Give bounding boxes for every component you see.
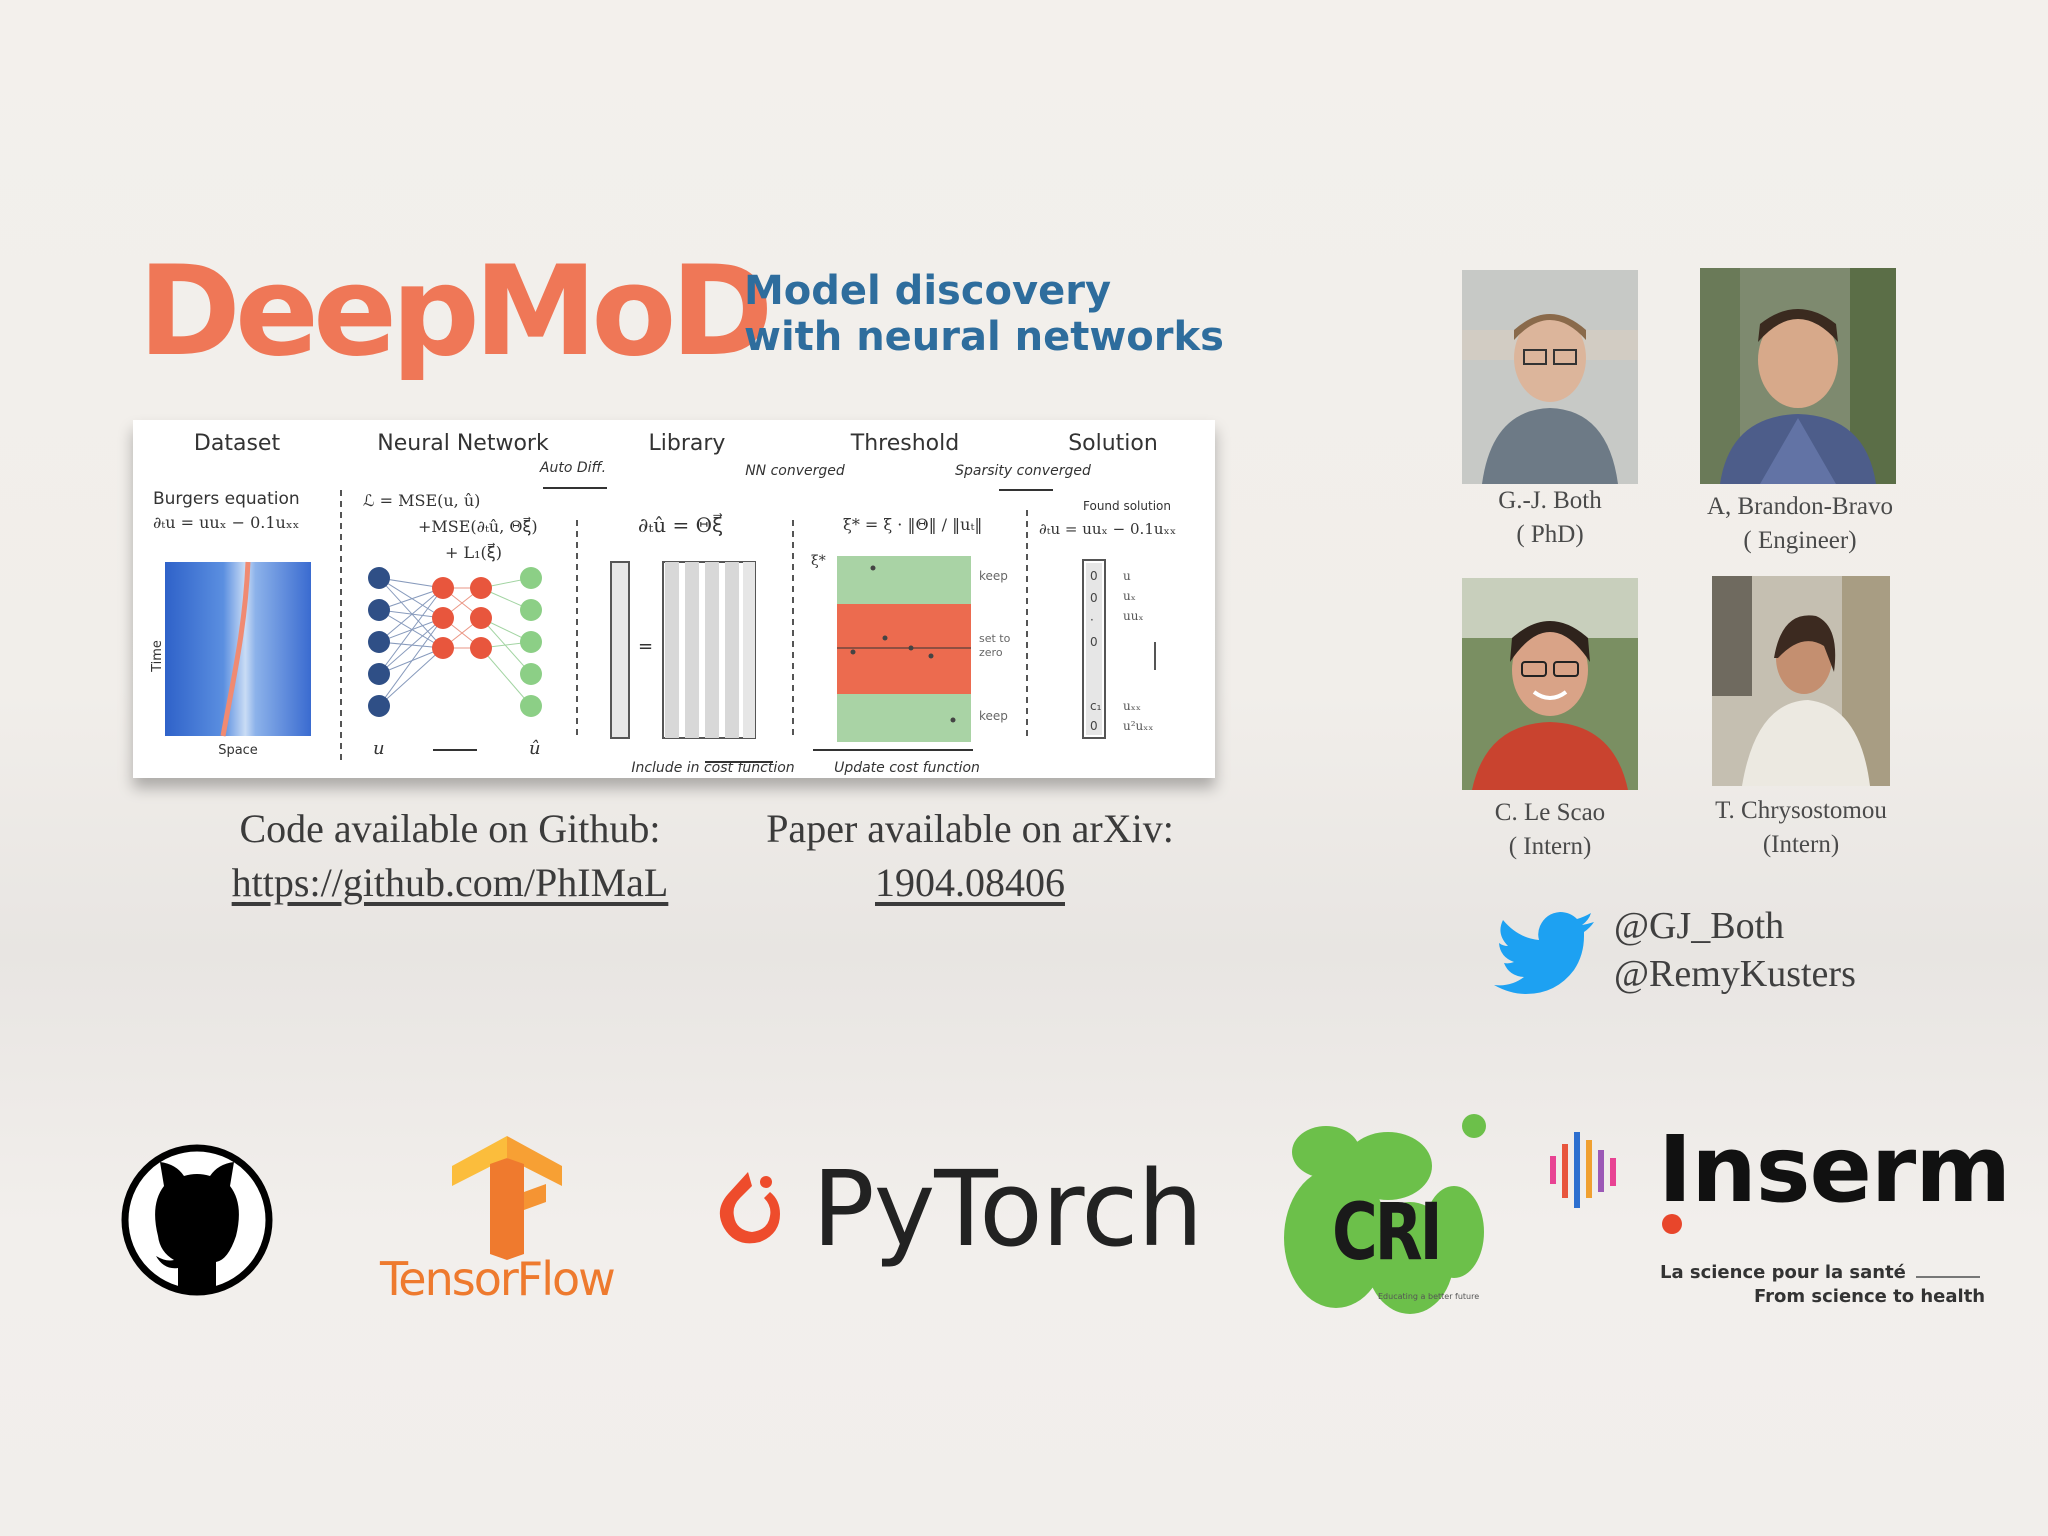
keep-label-top: keep: [979, 569, 1008, 583]
solution-terms: u uₓ uuₓ uₓₓ u²uₓₓ: [1123, 569, 1153, 733]
neural-network-graphic: [368, 567, 542, 717]
threshold-keep-top: [837, 556, 971, 604]
threshold-equation: ξ* = ξ · ‖Θ‖ / ‖uₜ‖: [843, 515, 982, 534]
tensorflow-wordmark: TensorFlow: [380, 1252, 616, 1306]
svg-text:0: 0: [1090, 635, 1098, 649]
solution-vector: 0 0 · 0 c₁ 0: [1082, 559, 1106, 739]
header-neural-network: Neural Network: [377, 431, 549, 456]
tensorflow-icon: [452, 1136, 562, 1260]
update-cost-label: Update cost function: [834, 760, 980, 776]
header-solution: Solution: [1068, 431, 1158, 456]
header-library: Library: [649, 431, 726, 456]
loss-line-1: ℒ = MSE(u, û): [363, 491, 480, 510]
inserm-bars-icon: [1550, 1132, 1616, 1208]
heatmap-shock-front: [220, 561, 251, 737]
zero-label-2: zero: [979, 646, 1003, 659]
svg-text:0: 0: [1090, 591, 1098, 605]
input-symbol: u: [373, 738, 385, 759]
solution-term: u²uₓₓ: [1123, 719, 1153, 733]
solution-term: uuₓ: [1123, 609, 1144, 623]
dataset-label: Burgers equation: [153, 489, 300, 509]
subtitle: Model discovery with neural networks: [744, 268, 1224, 360]
threshold-symbol: ξ*: [811, 553, 826, 569]
person-name: C. Le Scao: [1494, 799, 1606, 826]
cri-tagline: Educating a better future: [1378, 1292, 1480, 1301]
photo-c-le-scao: [1462, 578, 1638, 790]
loss-line-2: +MSE(∂ₜû, Θξ⃗): [418, 516, 538, 536]
solution-equation: ∂ₜu = uuₓ − 0.1uₓₓ: [1039, 520, 1176, 538]
svg-text:0: 0: [1090, 719, 1098, 733]
subtitle-line-1: Model discovery: [744, 268, 1112, 314]
keep-label-bottom: keep: [979, 709, 1008, 723]
subtitle-line-2: with neural networks: [744, 314, 1224, 360]
inserm-tagline-2: From science to health: [1754, 1286, 1986, 1307]
arrow-label-autodiff: Auto Diff.: [539, 460, 606, 476]
library-equals: =: [638, 636, 653, 657]
axis-time: Time: [150, 640, 165, 673]
solution-term: uₓ: [1123, 589, 1136, 603]
header-threshold: Threshold: [850, 431, 959, 456]
twitter-handle-1[interactable]: @GJ_Both: [1614, 905, 1785, 947]
caption-c-le-scao: C. Le Scao ( Intern): [1440, 796, 1660, 864]
include-cost-label: Include in cost function: [631, 760, 794, 776]
arrow-label-nn-converged: NN converged: [745, 463, 845, 479]
caption-g-j-both: G.-J. Both ( PhD): [1440, 484, 1660, 552]
method-figure: Dataset Neural Network Library Threshold…: [133, 420, 1215, 778]
arxiv-label: Paper available on arXiv:: [766, 806, 1174, 851]
header-dataset: Dataset: [194, 431, 281, 456]
threshold-points: [850, 565, 956, 723]
github-octocat-icon: [121, 1144, 273, 1296]
solution-term: uₓₓ: [1123, 699, 1141, 713]
svg-text:·: ·: [1090, 613, 1094, 627]
library-equation: ∂ₜû = Θξ⃗: [638, 512, 723, 537]
twitter-bird-icon: [1494, 912, 1594, 994]
arxiv-link-block: Paper available on arXiv: 1904.08406: [740, 802, 1200, 910]
deepmod-logo: DeepMoD: [138, 240, 773, 384]
github-label: Code available on Github:: [239, 806, 661, 851]
person-role: (Intern): [1762, 831, 1840, 858]
library-matrix: [610, 561, 756, 739]
person-name: G.-J. Both: [1498, 487, 1602, 514]
person-name: T. Chrysostomou: [1715, 797, 1887, 824]
inserm-wordmark: Inserm: [1658, 1116, 2011, 1223]
person-role: ( PhD): [1516, 521, 1584, 548]
output-symbol: û: [529, 738, 541, 759]
threshold-zero-band: [837, 604, 971, 694]
twitter-handles: @GJ_Both @RemyKusters: [1614, 902, 1856, 998]
caption-t-chrysostomou: T. Chrysostomou (Intern): [1688, 794, 1914, 862]
svg-text:0: 0: [1090, 569, 1098, 583]
loss-line-3: + L₁(ξ⃗): [445, 542, 502, 562]
zero-label-1: set to: [979, 632, 1011, 645]
photo-g-j-both: [1462, 270, 1638, 484]
inserm-tagline-1: La science pour la santé: [1660, 1262, 1906, 1283]
github-link[interactable]: https://github.com/PhIMaL: [231, 860, 669, 905]
inserm-dot: [1662, 1214, 1682, 1234]
photo-t-chrysostomou: [1712, 576, 1890, 786]
dataset-equation: ∂ₜu = uuₓ − 0.1uₓₓ: [153, 513, 299, 532]
pytorch-flame-icon: [719, 1172, 780, 1244]
person-role: ( Intern): [1508, 833, 1592, 860]
twitter-handle-2[interactable]: @RemyKusters: [1614, 953, 1856, 995]
person-role: ( Engineer): [1743, 527, 1857, 554]
arxiv-link[interactable]: 1904.08406: [875, 860, 1065, 905]
cri-logo-icon: [1284, 1114, 1486, 1314]
github-link-block: Code available on Github: https://github…: [190, 802, 710, 910]
axis-space: Space: [218, 743, 258, 758]
caption-a-brandon-bravo: A, Brandon-Bravo ( Engineer): [1680, 490, 1920, 558]
method-diagram: Dataset Neural Network Library Threshold…: [150, 431, 1176, 776]
svg-text:c₁: c₁: [1090, 699, 1102, 713]
pytorch-wordmark: PyTorch: [812, 1148, 1203, 1270]
solution-term: u: [1123, 569, 1131, 583]
photo-a-brandon-bravo: [1700, 268, 1896, 484]
person-name: A, Brandon-Bravo: [1706, 493, 1894, 520]
found-solution-label: Found solution: [1083, 499, 1171, 513]
threshold-keep-bottom: [837, 694, 971, 742]
cri-wordmark: CRI: [1332, 1188, 1443, 1278]
arrow-label-sparsity: Sparsity converged: [955, 463, 1091, 479]
inserm-divider: [1916, 1276, 1980, 1278]
